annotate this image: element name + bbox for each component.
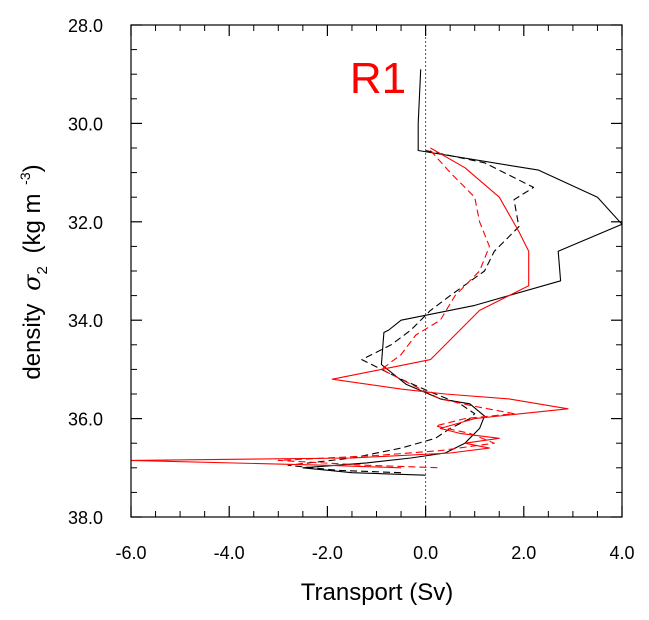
y-axis-label-symbol: σ: [18, 274, 46, 291]
y-tick-label: 36.0: [68, 410, 103, 430]
y-axis-label-exp: -3: [17, 172, 33, 185]
series-line-2-black-dashed: [287, 149, 535, 474]
series-line-1-black-solid: [302, 69, 622, 476]
y-axis-label: density σ2 (kg m -3): [17, 164, 53, 379]
x-tick-label: 0.0: [413, 543, 438, 563]
axes-layer: -6.0 -4.0 -2.0 0.0 2.0 4.0 28.0 30.0 32.0 34.0 36.…: [68, 16, 635, 563]
y-tick-label: 34.0: [68, 311, 103, 331]
x-tick-label: -6.0: [115, 543, 146, 563]
series-line-3-red-solid: [131, 147, 569, 469]
series-layer: [131, 69, 622, 476]
y-axis-label-main: density: [19, 304, 46, 380]
x-tick-label: -2.0: [312, 543, 343, 563]
y-axis-label-units: (kg m: [19, 194, 46, 254]
y-axis-label-close: ): [19, 164, 46, 172]
series-line-4-red-dashed: [277, 150, 515, 469]
y-tick-label: 30.0: [68, 114, 103, 134]
x-tick-label: 4.0: [609, 543, 634, 563]
y-tick-label: 38.0: [68, 508, 103, 528]
x-tick-label: -4.0: [214, 543, 245, 563]
chart-title: R1: [350, 54, 406, 103]
y-tick-label: 32.0: [68, 213, 103, 233]
x-axis-label: Transport (Sv): [301, 579, 453, 606]
y-axis-label-sub: 2: [34, 266, 51, 274]
x-tick-label: 2.0: [511, 543, 536, 563]
y-tick-label: 28.0: [68, 16, 103, 36]
